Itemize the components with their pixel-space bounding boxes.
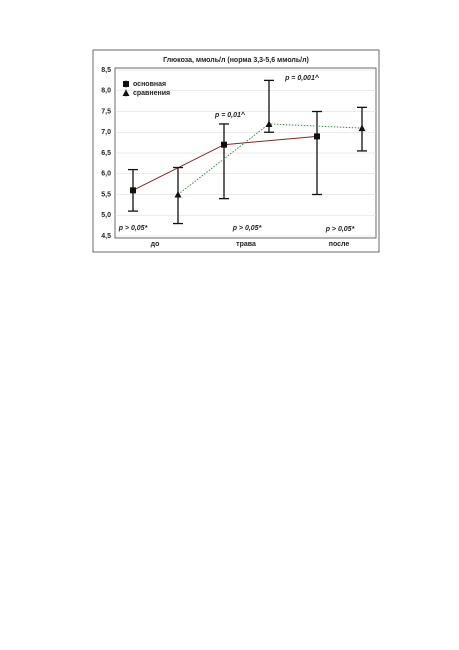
y-tick-label: 5,0 — [101, 212, 111, 219]
y-tick-label: 6,5 — [101, 150, 111, 157]
y-tick-label: 6,0 — [101, 171, 111, 178]
y-tick-label: 8,5 — [101, 67, 111, 74]
y-tick-label: 4,5 — [101, 233, 111, 240]
annotation: p > 0,05* — [118, 225, 148, 232]
legend-label: основная — [133, 81, 166, 88]
y-tick-label: 8,0 — [101, 88, 111, 95]
annotation: p > 0,05* — [325, 226, 355, 233]
y-tick-label: 5,5 — [101, 191, 111, 198]
data-point — [221, 141, 227, 148]
x-tick-label: трава — [236, 241, 256, 248]
annotation: p > 0,05* — [232, 225, 262, 232]
annotation: p = 0,001^ — [284, 74, 320, 82]
data-point — [130, 187, 136, 194]
x-tick-label: после — [329, 241, 350, 248]
y-tick-label: 7,5 — [101, 108, 111, 115]
chart-title: Глюкоза, ммоль/л (норма 3,3-5,6 ммоль/л) — [163, 57, 309, 64]
y-tick-label: 7,0 — [101, 129, 111, 136]
legend-marker — [122, 89, 130, 96]
legend-label: сравнения — [133, 90, 170, 97]
chart-frame — [92, 49, 380, 253]
legend-marker — [123, 81, 129, 87]
data-point — [358, 124, 366, 132]
data-point — [265, 120, 273, 127]
annotation: p = 0,01^ — [214, 111, 246, 119]
data-point — [314, 133, 320, 140]
x-tick-label: до — [151, 241, 160, 248]
data-point — [174, 191, 182, 198]
